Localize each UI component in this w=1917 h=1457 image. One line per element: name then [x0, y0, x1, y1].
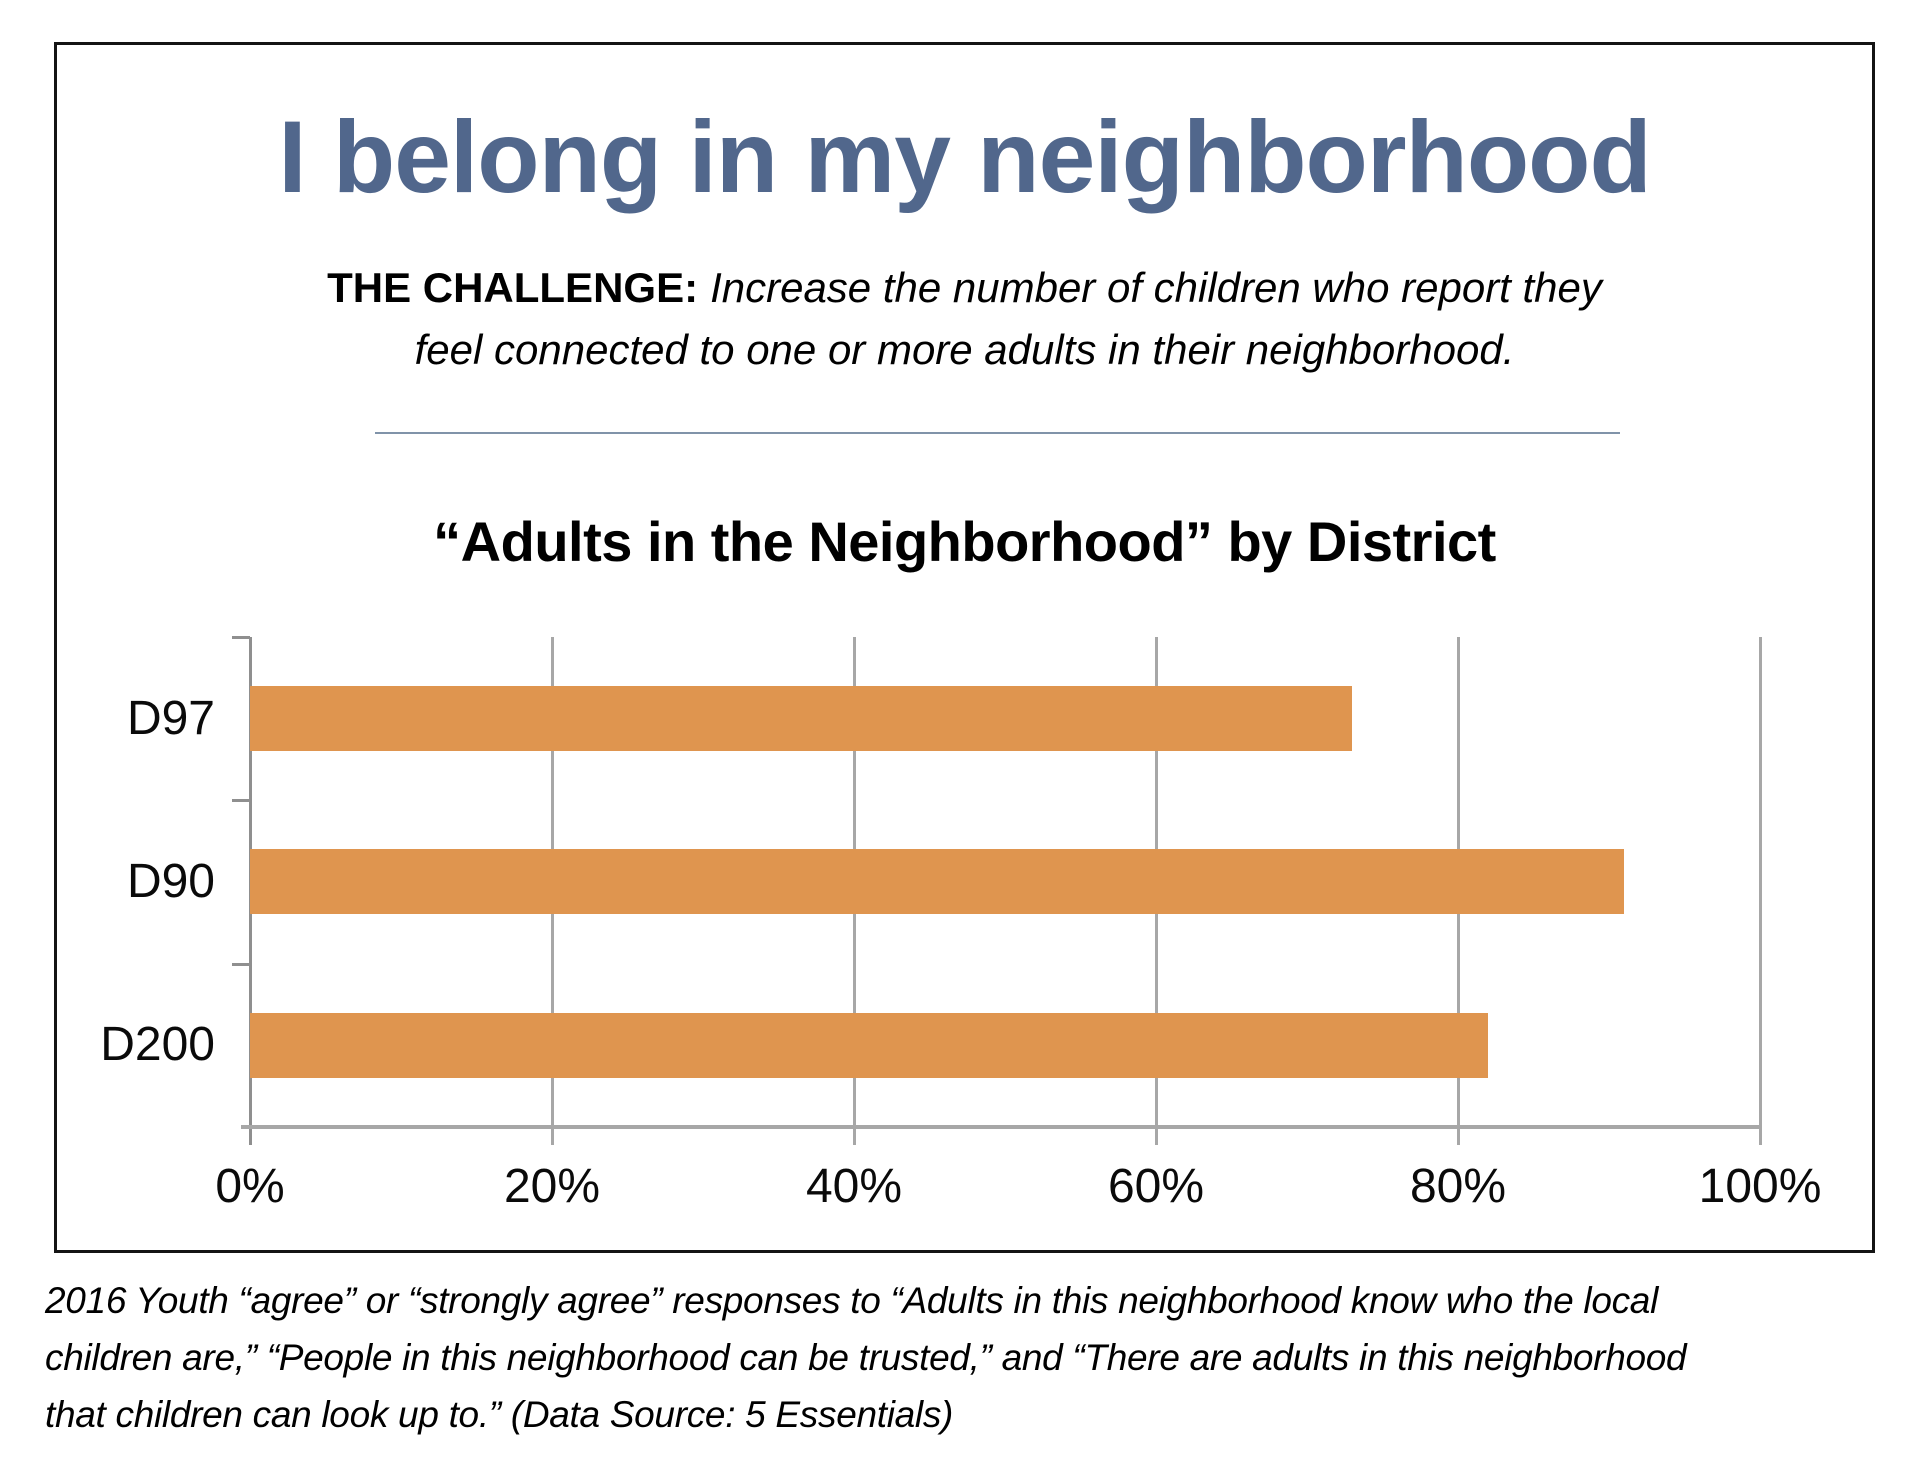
category-label: D200: [100, 1018, 215, 1072]
bar-row: D97: [127, 637, 1760, 800]
challenge-line-1-text: Increase the number of children who repo…: [710, 264, 1602, 311]
footnote: 2016 Youth “agree” or “strongly agree” r…: [45, 1272, 1895, 1443]
x-axis-tick-label: 60%: [1107, 1160, 1205, 1213]
x-axis-line: [241, 1125, 1760, 1129]
x-axis-tick-label: 100%: [1698, 1160, 1822, 1213]
y-axis-tick: [232, 799, 250, 802]
x-axis-tick-label: 40%: [805, 1160, 903, 1213]
x-axis-tick-label: 0%: [215, 1160, 285, 1213]
category-label: D90: [126, 854, 215, 908]
footnote-line-3: that children can look up to.” (Data Sou…: [45, 1394, 954, 1435]
category-label: D97: [126, 691, 215, 745]
figure-box: I belong in my neighborhood THE CHALLENG…: [54, 42, 1875, 1253]
footnote-line-1: 2016 Youth “agree” or “strongly agree” r…: [45, 1280, 1658, 1321]
y-axis-tick: [232, 636, 250, 639]
challenge-text: THE CHALLENGE: Increase the number of chi…: [57, 257, 1872, 381]
bar-row: D90: [127, 800, 1760, 963]
footnote-line-2: children are,” “People in this neighborh…: [45, 1337, 1687, 1378]
gridline: [1759, 637, 1762, 1145]
bar-row: D200: [100, 964, 1760, 1127]
bar: [250, 1012, 1489, 1078]
page-title: I belong in my neighborhood: [278, 100, 1652, 214]
challenge-line-1: THE CHALLENGE: Increase the number of chi…: [57, 257, 1872, 319]
bar: [250, 849, 1625, 915]
divider-line: [375, 432, 1620, 434]
bar-chart-plot-area: 0% 20% 40% 60% 80% 100% D97 D90 D200: [100, 636, 1821, 1213]
challenge-line-2: feel connected to one or more adults in …: [414, 326, 1515, 373]
chart-title: “Adults in the Neighborhood” by District: [433, 510, 1496, 573]
y-axis-tick: [232, 963, 250, 966]
x-axis-tick-label: 80%: [1409, 1160, 1507, 1213]
bar: [250, 686, 1353, 752]
challenge-label: THE CHALLENGE:: [327, 264, 699, 311]
x-axis-tick-label: 20%: [503, 1160, 601, 1213]
